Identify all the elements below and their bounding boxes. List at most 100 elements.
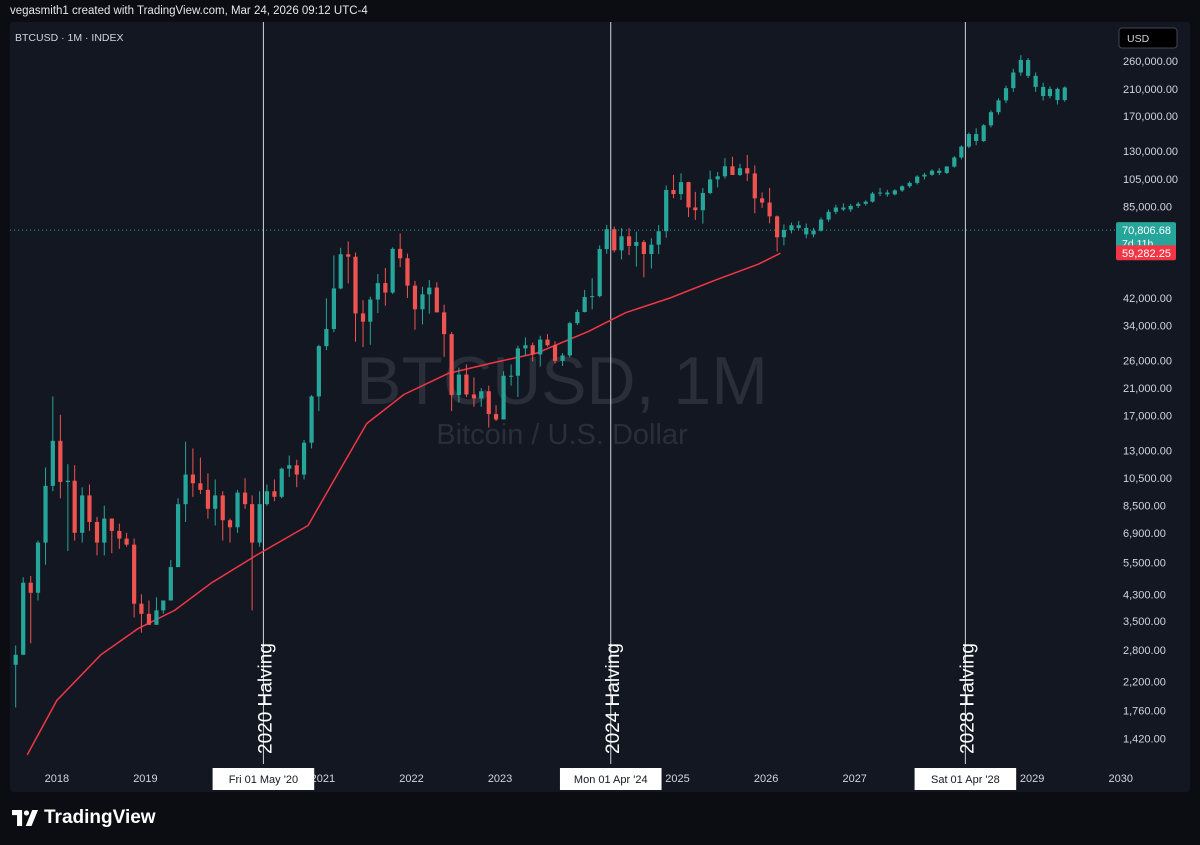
btc-candle-101 — [759, 192, 765, 208]
btc-candle-80 — [604, 224, 609, 254]
proj-candle-5 — [826, 209, 831, 222]
proj-candle-32 — [1026, 58, 1031, 79]
btc-candle-5 — [50, 396, 55, 492]
y-tick-1: 210,000.00 — [1123, 84, 1178, 96]
btc-candle-74 — [560, 353, 565, 366]
btc-candle-35 — [272, 479, 277, 502]
x-tick-2: 2021 — [311, 773, 335, 785]
y-tick-16: 4,300.00 — [1123, 589, 1166, 601]
btc-candle-48 — [368, 296, 373, 345]
proj-candle-3 — [811, 227, 816, 238]
proj-candle-4 — [818, 217, 824, 232]
tradingview-logo-icon — [12, 810, 38, 826]
x-tick-5: 2025 — [665, 773, 689, 785]
y-tick-6: 42,000.00 — [1123, 293, 1172, 305]
btc-candle-100 — [752, 165, 757, 214]
svg-text:Sat 01 Apr '28: Sat 01 Apr '28 — [931, 774, 1000, 786]
btc-candle-4 — [43, 467, 48, 565]
btc-candle-23 — [183, 441, 188, 522]
watermark-symbol: BTCUSD, 1M — [356, 343, 768, 419]
btc-candle-52 — [398, 233, 403, 268]
btc-candle-59 — [449, 332, 454, 412]
btc-candle-42 — [324, 298, 329, 351]
btc-candle-39 — [301, 439, 307, 480]
currency-label: USD — [1127, 33, 1150, 45]
btc-candle-53 — [405, 253, 410, 298]
btc-candle-13 — [109, 518, 114, 554]
btc-candle-73 — [552, 341, 558, 364]
y-tick-10: 17,000.00 — [1123, 411, 1172, 423]
x-tick-9: 2030 — [1108, 773, 1132, 785]
y-tick-12: 10,500.00 — [1123, 473, 1172, 485]
btc-candle-24 — [190, 448, 195, 497]
y-tick-5: 85,000.00 — [1123, 201, 1172, 213]
currency-button[interactable]: USD — [1118, 27, 1178, 49]
proj-candle-33 — [1033, 72, 1038, 92]
halving-label-2: 2028 Halving — [957, 643, 978, 754]
btc-candle-26 — [205, 473, 211, 519]
btc-candle-29 — [227, 518, 233, 543]
y-tick-2: 170,000.00 — [1123, 111, 1178, 123]
watermark-description: Bitcoin / U.S. Dollar — [436, 419, 688, 451]
footer: TradingView — [0, 795, 1200, 845]
proj-candle-19 — [929, 169, 935, 176]
proj-candle-21 — [944, 165, 949, 175]
btc-candle-93 — [700, 187, 705, 224]
btc-candle-84 — [634, 231, 639, 267]
btc-candle-32 — [250, 495, 255, 611]
brand-name: TradingView — [44, 807, 156, 828]
btc-candle-79 — [597, 245, 602, 298]
btc-candle-17 — [139, 594, 144, 633]
btc-candle-86 — [649, 238, 654, 269]
y-tick-3: 130,000.00 — [1123, 146, 1178, 158]
btc-candle-12 — [102, 505, 107, 556]
btc-candle-69 — [523, 337, 528, 356]
btc-candle-18 — [146, 600, 152, 625]
chart-pane[interactable]: BTCUSD, 1M Bitcoin / U.S. Dollar 2020 Ha… — [10, 22, 1190, 792]
btc-candle-95 — [715, 172, 720, 188]
btc-candle-28 — [220, 491, 225, 541]
y-tick-8: 26,000.00 — [1123, 355, 1172, 367]
price-chart[interactable]: BTCUSD, 1M Bitcoin / U.S. Dollar 2020 Ha… — [10, 22, 1190, 792]
btc-candle-10 — [87, 484, 92, 531]
proj-candle-23 — [959, 145, 964, 160]
btc-candle-50 — [383, 267, 388, 306]
y-tick-15: 5,500.00 — [1123, 557, 1166, 569]
btc-candle-20 — [161, 600, 166, 614]
btc-candle-96 — [722, 158, 728, 179]
btc-candle-70 — [530, 342, 535, 362]
btc-candle-90 — [678, 173, 684, 200]
proj-candle-13 — [885, 189, 890, 197]
btc-candle-56 — [427, 280, 432, 314]
halving-label-0: 2020 Halving — [255, 643, 276, 754]
y-tick-17: 3,500.00 — [1123, 616, 1166, 628]
btc-candle-89 — [671, 174, 676, 199]
btc-candle-92 — [693, 191, 698, 220]
btc-candle-43 — [331, 255, 337, 333]
proj-candle-2 — [804, 223, 809, 239]
svg-text:70,806.68: 70,806.68 — [1122, 225, 1171, 237]
btc-candle-98 — [737, 163, 743, 177]
x-tick-8: 2029 — [1020, 773, 1044, 785]
btc-candle-19 — [154, 597, 159, 625]
btc-candle-65 — [493, 405, 499, 422]
btc-candle-103 — [775, 215, 780, 252]
btc-candle-44 — [338, 247, 343, 290]
halving-date-tag-2: Sat 01 Apr '28 — [914, 768, 1017, 790]
proj-candle-17 — [915, 175, 920, 185]
btc-candle-0 — [13, 645, 18, 708]
btc-candle-36 — [279, 467, 284, 499]
proj-candle-7 — [841, 203, 846, 212]
x-tick-3: 2022 — [399, 773, 423, 785]
btc-candle-31 — [242, 478, 248, 509]
proj-candle-29 — [1003, 85, 1009, 104]
btc-candle-58 — [442, 304, 447, 357]
btc-candle-64 — [486, 385, 491, 428]
credit-line: vegasmith1 created with TradingView.com,… — [10, 5, 368, 17]
proj-candle-11 — [870, 191, 875, 203]
legend-symbol[interactable]: BTCUSD · 1M · INDEX — [15, 32, 124, 44]
btc-candle-81 — [612, 226, 617, 253]
btc-candle-7 — [65, 464, 70, 551]
btc-candle-3 — [35, 540, 41, 601]
y-tick-14: 6,900.00 — [1123, 528, 1166, 540]
